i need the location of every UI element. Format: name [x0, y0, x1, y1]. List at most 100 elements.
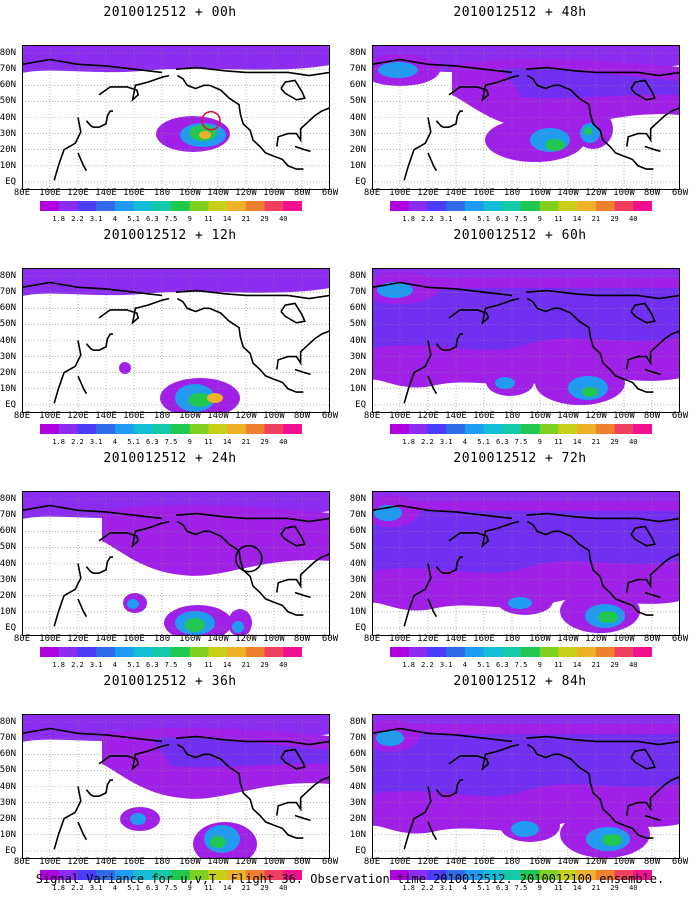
colorbar-swatch — [427, 647, 447, 657]
colorbar-tick: 6.3 — [145, 661, 159, 669]
lat-label: 20N — [0, 590, 16, 601]
colorbar-tick: 3.1 — [89, 438, 103, 446]
colorbar-swatch — [264, 870, 284, 880]
colorbar-tick: 6.3 — [495, 438, 509, 446]
map-plot — [22, 491, 330, 636]
colorbar-tick: 9 — [187, 215, 192, 223]
colorbar-swatch — [483, 647, 503, 657]
colorbar-swatch — [502, 870, 522, 880]
map-plot — [372, 491, 680, 636]
colorbar-tick: 7.5 — [164, 884, 178, 892]
coastline — [372, 58, 513, 74]
colorbar-tick: 6.3 — [495, 661, 509, 669]
coastline — [559, 530, 654, 616]
colorbar-tick: 40 — [279, 661, 288, 669]
colorbar-swatch — [633, 201, 652, 211]
colorbar-swatch — [171, 424, 191, 434]
colorbar-tick: 2.2 — [71, 661, 84, 669]
coastline — [644, 814, 661, 822]
colorbar-swatch — [502, 424, 522, 434]
observation-circle — [235, 544, 263, 573]
coastline — [177, 520, 210, 536]
colorbar-tick: 1.8 — [402, 438, 416, 446]
colorbar-swatch — [464, 870, 485, 880]
colorbar-tick: 7.5 — [514, 215, 528, 223]
lon-label: 120W — [585, 857, 607, 867]
colorbar-swatch — [577, 647, 597, 657]
lon-label: 60W — [671, 634, 689, 644]
panel-title: 2010012512 + 00h — [103, 5, 237, 20]
colorbar-swatch — [40, 647, 60, 657]
colorbar-tick: 29 — [610, 884, 619, 892]
lat-label: 40N — [349, 112, 366, 123]
colorbar-swatch — [152, 424, 172, 434]
lat-label: 10N — [0, 829, 16, 840]
coastline — [177, 74, 210, 90]
lon-label: 160E — [123, 411, 145, 421]
colorbar-swatch — [77, 647, 97, 657]
colorbar-swatch — [446, 647, 466, 657]
colorbar — [40, 424, 302, 434]
colorbar-tick: 11 — [204, 438, 213, 446]
coastline — [77, 821, 88, 841]
colorbar-swatch — [558, 870, 578, 880]
coastline — [53, 117, 82, 181]
colorbar-tick: 29 — [260, 438, 269, 446]
lon-label: 100E — [39, 857, 61, 867]
colorbar-tick: 7.5 — [164, 661, 178, 669]
lon-label: 80W — [643, 634, 661, 644]
coastline — [448, 743, 520, 771]
map-panel-p48: 2010012512 + 48h 80N 70N 60N 50N 40N 30N 20N 10N… — [350, 5, 690, 223]
lon-label: 140E — [445, 634, 467, 644]
lat-label: EQ — [355, 176, 366, 187]
colorbar-tick: 40 — [629, 661, 638, 669]
colorbar-tick: 6.3 — [145, 438, 159, 446]
colorbar-tick: 11 — [204, 884, 213, 892]
colorbar-tick: 14 — [572, 884, 582, 892]
lon-label: 140E — [95, 857, 117, 867]
colorbar-swatch — [577, 201, 597, 211]
colorbar-swatch — [40, 870, 60, 880]
colorbar-swatch — [558, 424, 578, 434]
colorbar-tick: 1.8 — [52, 215, 66, 223]
colorbar-tick: 11 — [554, 884, 563, 892]
coastline — [403, 563, 432, 627]
lat-label: 40N — [0, 781, 16, 792]
lon-label: 160W — [179, 188, 201, 198]
colorbar-swatch — [614, 870, 634, 880]
colorbar-swatch — [390, 424, 410, 434]
lon-label: 180 — [503, 634, 521, 644]
colorbar-tick: 11 — [204, 661, 213, 669]
colorbar-tick: 3.1 — [89, 661, 103, 669]
coastline — [448, 520, 520, 548]
lon-label: 180 — [503, 188, 521, 198]
colorbar-tick: 21 — [241, 215, 251, 223]
lat-label: 40N — [0, 558, 16, 569]
colorbar-swatch — [245, 870, 266, 880]
lon-label: 100W — [263, 634, 285, 644]
colorbar-tick: 21 — [591, 215, 601, 223]
coastline — [175, 735, 330, 746]
lat-label: 70N — [349, 64, 366, 75]
colorbar-swatch — [521, 201, 541, 211]
colorbar-swatch — [427, 870, 447, 880]
colorbar-swatch — [208, 201, 228, 211]
lon-label: 140E — [445, 411, 467, 421]
lat-label: 60N — [0, 749, 16, 760]
variance-contour — [185, 618, 205, 632]
colorbar-swatch — [171, 647, 191, 657]
colorbar-swatch — [614, 201, 634, 211]
colorbar-tick: 7.5 — [164, 215, 178, 223]
lon-label: 60W — [321, 411, 339, 421]
map-panel-p36: 2010012512 + 36h 80N 70N 60N 50N 40N 30N 20N 10N… — [0, 674, 340, 892]
colorbar-tick: 14 — [572, 661, 582, 669]
colorbar-swatch — [189, 870, 209, 880]
colorbar-swatch — [245, 647, 266, 657]
coastline — [525, 66, 680, 77]
coastline — [77, 598, 88, 618]
colorbar-swatch — [96, 424, 116, 434]
colorbar-tick: 3.1 — [439, 215, 453, 223]
colorbar-swatch — [614, 647, 634, 657]
variance-contour — [188, 393, 212, 407]
colorbar-tick: 40 — [629, 884, 638, 892]
